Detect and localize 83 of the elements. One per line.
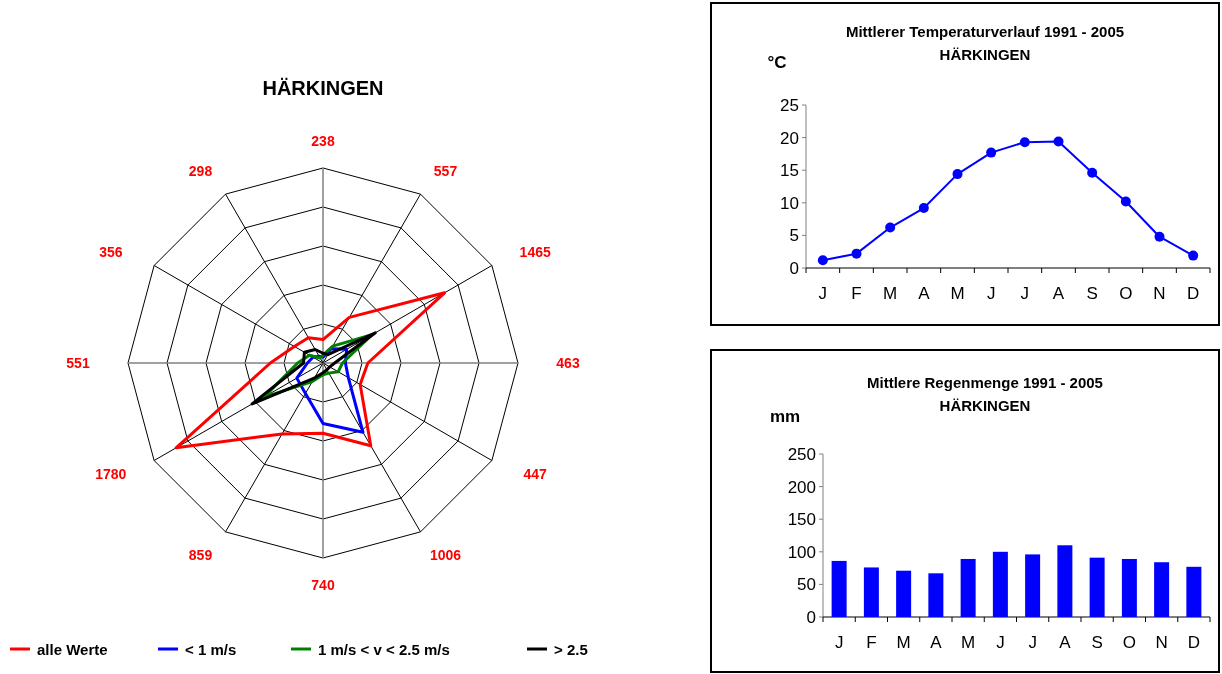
- bar: [896, 570, 912, 617]
- bar: [992, 551, 1008, 617]
- y-tick-label: 50: [797, 575, 816, 595]
- spoke-label: 298: [188, 162, 213, 179]
- legend-label: > 2.5: [554, 641, 588, 658]
- bar: [1089, 557, 1105, 617]
- x-tick-label: J: [1028, 633, 1037, 652]
- chart-title: HÄRKINGEN: [262, 77, 384, 99]
- x-tick-label: J: [818, 284, 828, 303]
- x-tick-label: J: [996, 633, 1005, 652]
- y-tick-label: 200: [787, 477, 816, 497]
- y-tick-label: 0: [806, 608, 816, 627]
- spoke-label: 740: [311, 577, 335, 593]
- chart-subtitle: HÄRKINGEN: [939, 46, 1031, 63]
- x-tick-label: F: [866, 633, 877, 652]
- point: [1019, 137, 1030, 148]
- y-tick-label: 100: [787, 542, 816, 562]
- spoke-label: 463: [556, 355, 580, 371]
- point: [918, 203, 929, 214]
- spoke-label: 859: [188, 547, 213, 564]
- x-tick-label: M: [896, 633, 911, 652]
- bar: [928, 573, 944, 617]
- x-tick-label: O: [1119, 284, 1133, 303]
- point: [952, 169, 963, 180]
- x-tick-label: M: [883, 284, 898, 303]
- legend-label: 1 m/s < v < 2.5 m/s: [318, 641, 450, 658]
- point: [1188, 250, 1199, 261]
- x-tick-label: J: [834, 633, 844, 652]
- x-tick-label: S: [1091, 633, 1103, 652]
- x-tick-label: N: [1153, 284, 1166, 303]
- bar: [1025, 554, 1041, 617]
- legend-label: alle Werte: [37, 641, 108, 658]
- bar: [960, 558, 976, 617]
- y-tick-label: 150: [787, 510, 816, 530]
- y-axis-title: °C: [767, 53, 787, 72]
- x-tick-label: J: [1020, 284, 1030, 303]
- spoke-label: 1465: [519, 244, 551, 260]
- x-tick-label: A: [1059, 633, 1072, 652]
- bar: [1186, 566, 1202, 617]
- x-tick-label: A: [918, 284, 931, 303]
- chart-title: Mittlerer Temperaturverlauf 1991 - 2005: [845, 23, 1125, 40]
- bar: [1121, 558, 1137, 617]
- x-tick-label: S: [1086, 284, 1098, 303]
- x-tick-label: M: [950, 284, 965, 303]
- y-tick-label: 5: [789, 226, 799, 246]
- spoke-label: 238: [311, 133, 335, 149]
- bar: [1057, 545, 1073, 617]
- point: [986, 147, 997, 158]
- x-tick-label: M: [961, 633, 976, 652]
- legend-label: < 1 m/s: [185, 641, 237, 658]
- spoke-label: 1006: [429, 547, 462, 564]
- spoke-label: 447: [523, 466, 548, 482]
- x-tick-label: A: [930, 633, 943, 652]
- spoke-label: 557: [433, 162, 458, 179]
- y-tick-label: 250: [787, 445, 816, 464]
- x-tick-label: A: [1052, 284, 1065, 303]
- point: [1154, 231, 1165, 242]
- bar: [863, 567, 879, 617]
- chart-title: Mittlere Regenmenge 1991 - 2005: [867, 374, 1103, 391]
- y-axis-title: mm: [769, 407, 801, 426]
- x-tick-label: D: [1187, 633, 1201, 652]
- point: [885, 222, 896, 233]
- y-tick-label: 20: [780, 128, 799, 148]
- y-tick-label: 25: [780, 96, 799, 115]
- spoke-label: 356: [99, 244, 123, 260]
- x-tick-label: J: [986, 284, 996, 303]
- bar: [1154, 562, 1170, 617]
- x-tick-label: N: [1155, 633, 1168, 652]
- bar: [831, 560, 847, 617]
- y-tick-label: 0: [789, 259, 799, 278]
- point: [851, 248, 862, 259]
- x-tick-label: O: [1122, 633, 1136, 652]
- point: [1120, 196, 1131, 207]
- y-tick-label: 15: [780, 161, 799, 181]
- point: [1087, 167, 1098, 178]
- y-tick-label: 10: [780, 193, 799, 213]
- spoke-label: 551: [66, 355, 90, 371]
- spoke-label: 1780: [95, 466, 127, 482]
- x-tick-label: D: [1187, 284, 1200, 303]
- point: [1053, 136, 1064, 147]
- x-tick-label: F: [851, 284, 862, 303]
- chart-subtitle: HÄRKINGEN: [939, 397, 1031, 414]
- point: [817, 255, 828, 266]
